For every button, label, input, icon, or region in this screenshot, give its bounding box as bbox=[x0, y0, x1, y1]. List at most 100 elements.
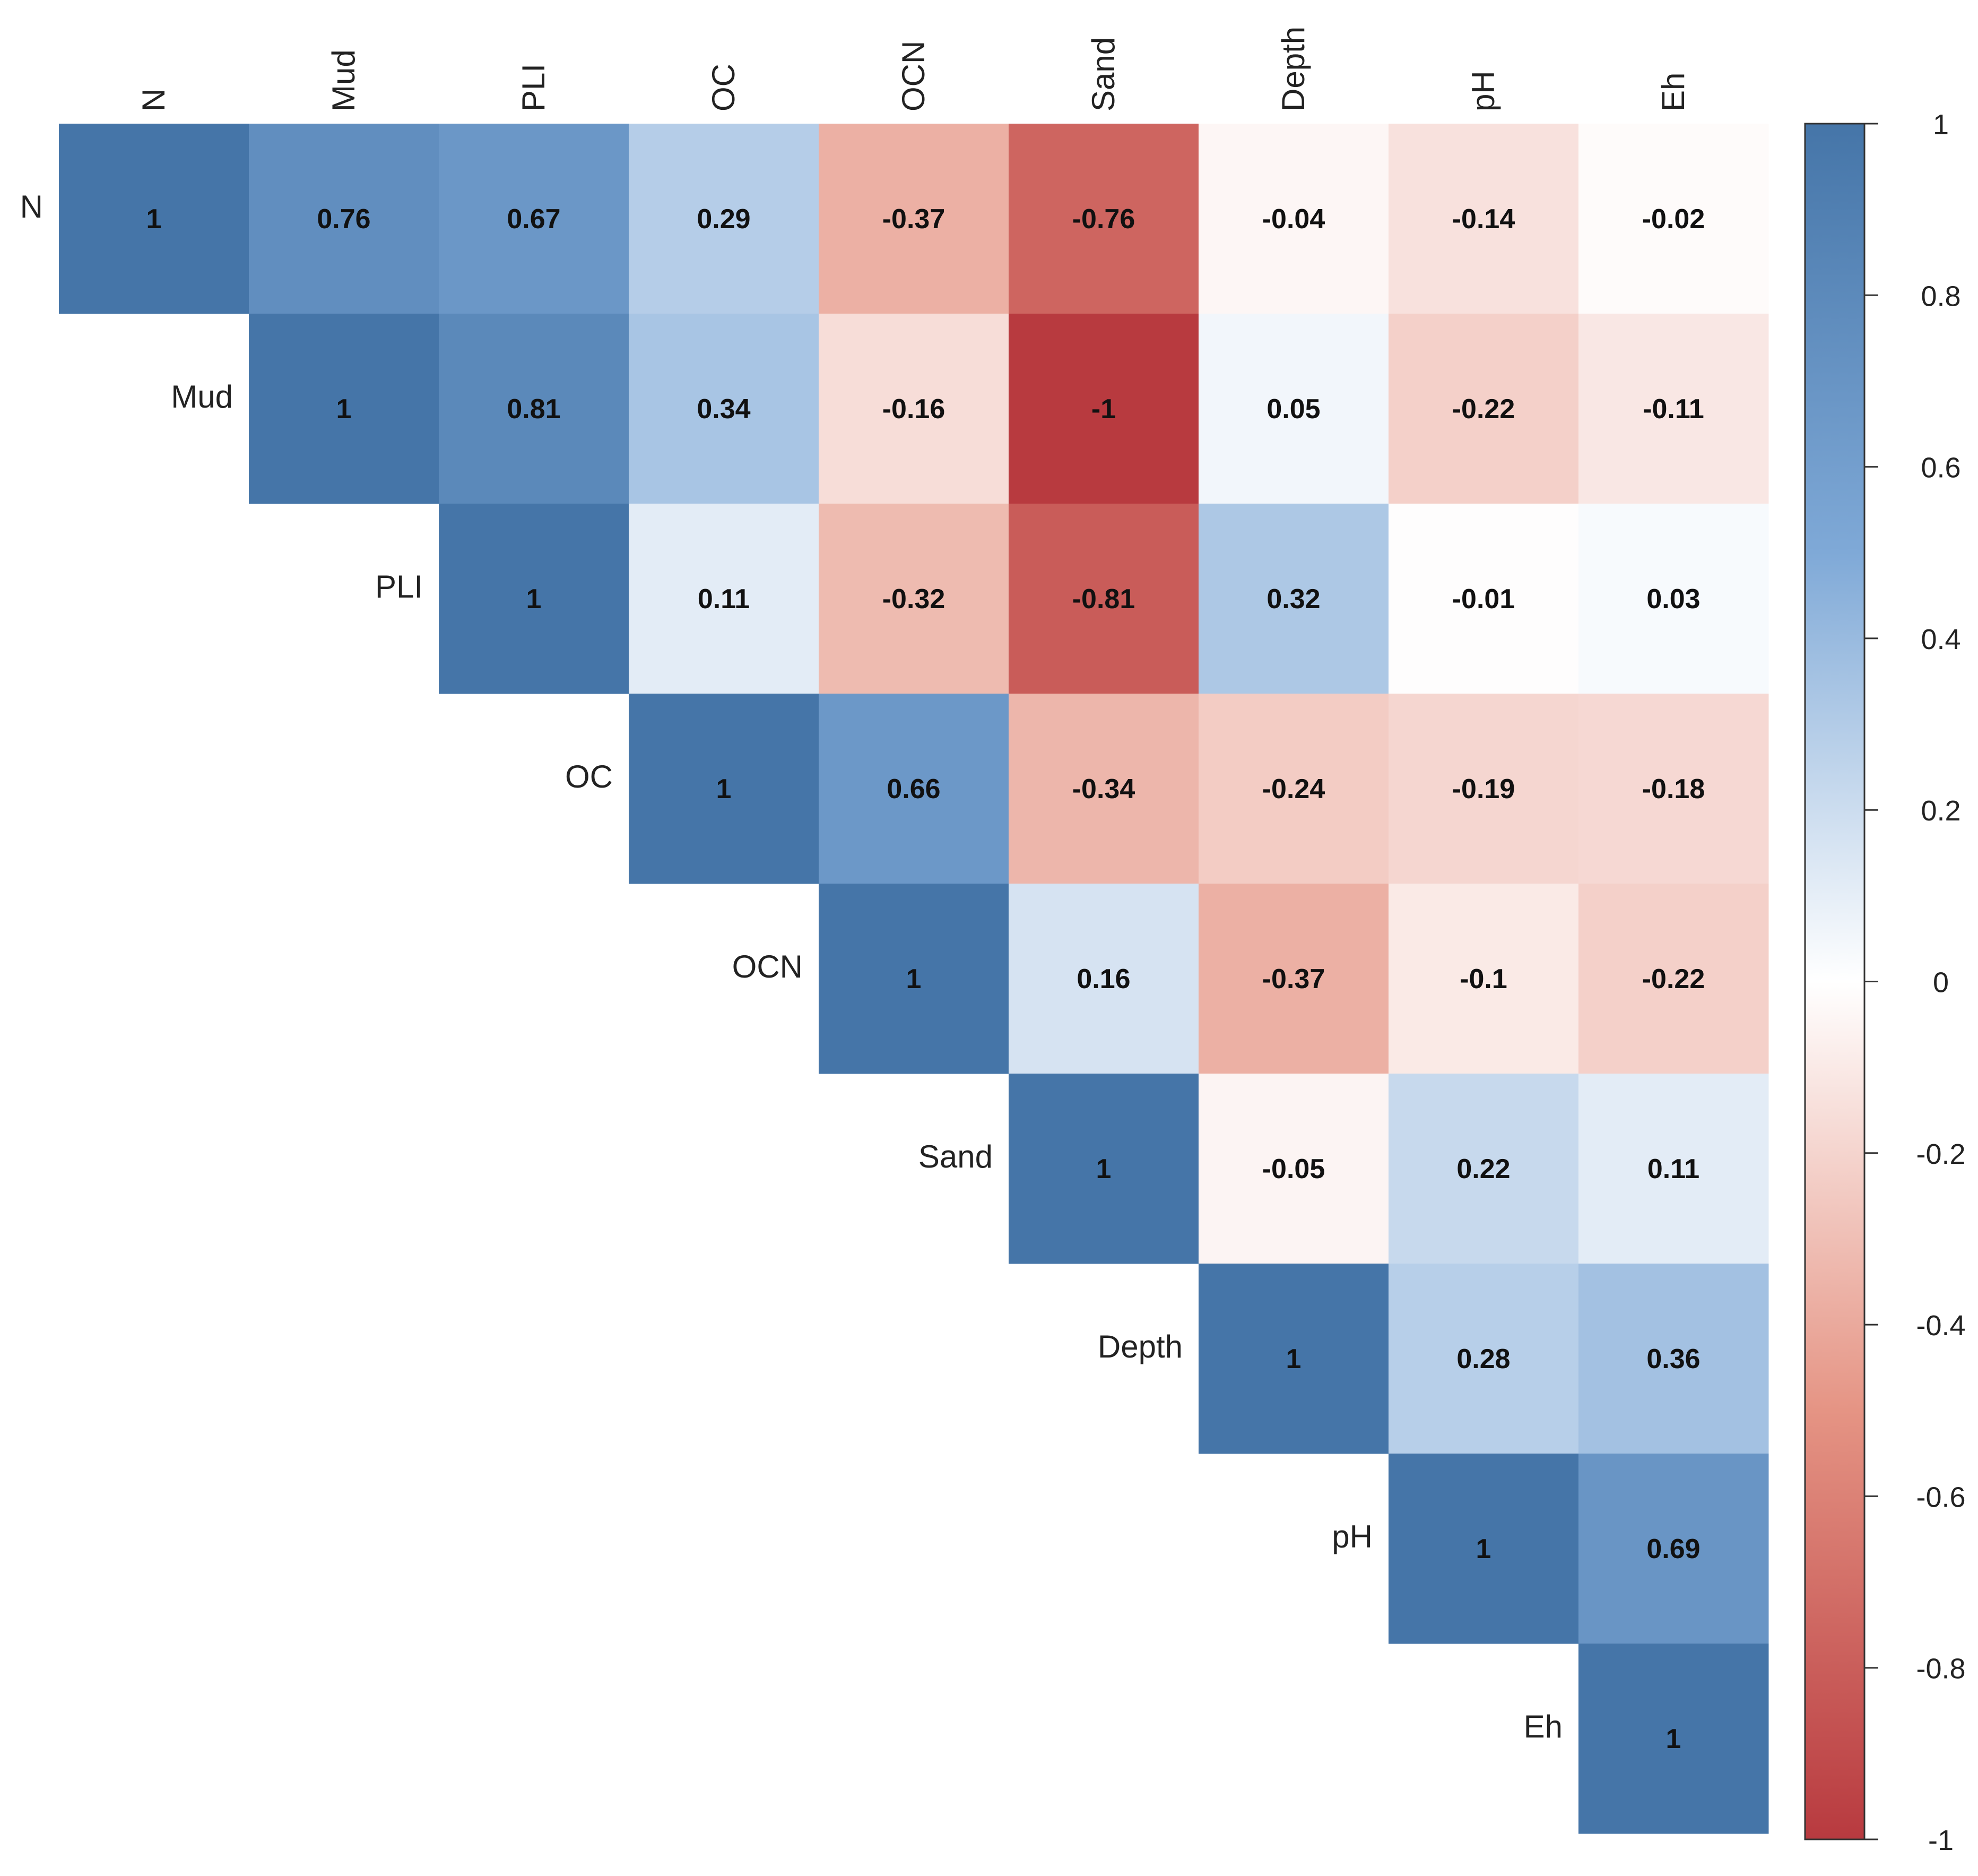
cell-value-label-OCN-pH: -0.1 bbox=[1460, 964, 1507, 995]
column-label-OC: OC bbox=[706, 64, 741, 111]
heatmap-cell-OCN-OCN bbox=[819, 884, 1009, 1074]
cell-value-label-OC-pH: -0.19 bbox=[1452, 774, 1515, 805]
column-label-Depth: Depth bbox=[1276, 27, 1311, 111]
heatmap-cell-Mud-Depth bbox=[1199, 314, 1389, 504]
column-label-Mud: Mud bbox=[326, 49, 361, 111]
heatmap-cell-Sand-Eh bbox=[1578, 1074, 1769, 1264]
heatmap-cell-N-OC bbox=[629, 124, 819, 314]
column-label-pH: pH bbox=[1465, 71, 1501, 111]
row-label-PLI: PLI bbox=[375, 569, 423, 604]
cell-value-label-Sand-pH: 0.22 bbox=[1456, 1154, 1510, 1185]
cell-value-label-PLI-OCN: -0.32 bbox=[882, 584, 945, 615]
cell-value-label-OCN-OCN: 1 bbox=[906, 964, 922, 995]
heatmap-cell-Mud-Mud bbox=[249, 314, 439, 504]
heatmap-cell-OCN-Sand bbox=[1009, 884, 1199, 1074]
colorbar-tick-label: 0.4 bbox=[1921, 624, 1960, 655]
heatmap-cell-PLI-OCN bbox=[819, 504, 1009, 694]
heatmap-cell-OC-Sand bbox=[1009, 694, 1199, 884]
cell-value-label-Sand-Depth: -0.05 bbox=[1262, 1154, 1325, 1185]
heatmap-cell-Mud-OC bbox=[629, 314, 819, 504]
row-label-N: N bbox=[20, 189, 43, 224]
heatmap-cell-N-Mud bbox=[249, 124, 439, 314]
cell-value-label-Mud-PLI: 0.81 bbox=[507, 394, 560, 425]
heatmap-cell-PLI-Depth bbox=[1199, 504, 1389, 694]
heatmap-cell-Sand-Sand bbox=[1009, 1074, 1199, 1264]
cell-value-label-Depth-pH: 0.28 bbox=[1456, 1344, 1510, 1374]
heatmap-cell-N-OCN bbox=[819, 124, 1009, 314]
cell-value-label-Depth-Depth: 1 bbox=[1286, 1344, 1302, 1374]
colorbar-tick-label: 0.2 bbox=[1921, 795, 1960, 827]
cell-value-label-OCN-Sand: 0.16 bbox=[1077, 964, 1130, 995]
row-label-OCN: OCN bbox=[732, 949, 803, 984]
cell-value-label-N-pH: -0.14 bbox=[1452, 204, 1515, 235]
cell-value-label-N-Depth: -0.04 bbox=[1262, 204, 1325, 235]
colorbar-tick-label: 0.8 bbox=[1921, 280, 1960, 312]
cell-value-label-N-Sand: -0.76 bbox=[1072, 204, 1135, 235]
heatmap-cell-PLI-PLI bbox=[439, 504, 629, 694]
heatmap-cell-N-N bbox=[59, 124, 249, 314]
colorbar-tick-label: -0.4 bbox=[1916, 1310, 1965, 1342]
cell-value-label-OC-Sand: -0.34 bbox=[1072, 774, 1135, 805]
cell-value-label-Mud-pH: -0.22 bbox=[1452, 394, 1515, 425]
heatmap-cell-Sand-Depth bbox=[1199, 1074, 1389, 1264]
heatmap-cell-OC-pH bbox=[1389, 694, 1579, 884]
cell-value-label-OCN-Eh: -0.22 bbox=[1642, 964, 1705, 995]
colorbar-tick-label: 0.6 bbox=[1921, 452, 1960, 484]
cell-value-label-PLI-Eh: 0.03 bbox=[1646, 584, 1700, 615]
heatmap-cell-Mud-Eh bbox=[1578, 314, 1769, 504]
cell-value-label-N-Eh: -0.02 bbox=[1642, 204, 1705, 235]
colorbar-tick-label: 0 bbox=[1933, 967, 1949, 999]
heatmap-cell-Mud-OCN bbox=[819, 314, 1009, 504]
cell-value-label-PLI-Depth: 0.32 bbox=[1266, 584, 1320, 615]
heatmap-cell-Depth-Eh bbox=[1578, 1264, 1769, 1454]
cell-value-label-N-N: 1 bbox=[146, 204, 162, 235]
heatmap-cell-N-PLI bbox=[439, 124, 629, 314]
heatmap-cell-PLI-Sand bbox=[1009, 504, 1199, 694]
heatmap-cell-OC-Depth bbox=[1199, 694, 1389, 884]
column-label-Eh: Eh bbox=[1655, 73, 1691, 111]
cell-value-label-OC-Depth: -0.24 bbox=[1262, 774, 1325, 805]
cell-value-label-Depth-Eh: 0.36 bbox=[1646, 1344, 1700, 1374]
heatmap-cells: 1 0.76 0.67 0.29 -0.37 -0.76 -0.04 -0.14 -0.02 1 0… bbox=[59, 124, 1769, 1834]
heatmap-cell-OC-OCN bbox=[819, 694, 1009, 884]
column-labels: N Mud PLI OC OCN Sand Depth pH Eh bbox=[136, 27, 1691, 111]
heatmap-cell-Eh-Eh bbox=[1578, 1644, 1769, 1834]
cell-value-label-N-PLI: 0.67 bbox=[507, 204, 560, 235]
heatmap-cell-Mud-PLI bbox=[439, 314, 629, 504]
heatmap-cell-Depth-Depth bbox=[1199, 1264, 1389, 1454]
cell-value-label-Eh-Eh: 1 bbox=[1666, 1724, 1681, 1754]
row-label-pH: pH bbox=[1332, 1519, 1373, 1554]
heatmap-cell-PLI-pH bbox=[1389, 504, 1579, 694]
row-label-Sand: Sand bbox=[918, 1139, 993, 1174]
row-label-Eh: Eh bbox=[1524, 1709, 1563, 1744]
row-labels: N Mud PLI OC OCN Sand Depth pH Eh bbox=[20, 189, 1563, 1744]
row-label-Depth: Depth bbox=[1098, 1329, 1183, 1364]
heatmap-cell-OCN-Eh bbox=[1578, 884, 1769, 1074]
cell-value-label-Mud-Sand: -1 bbox=[1091, 394, 1116, 425]
colorbar-tick-label: 1 bbox=[1933, 109, 1949, 141]
cell-value-label-Mud-Depth: 0.05 bbox=[1266, 394, 1320, 425]
column-label-PLI: PLI bbox=[516, 64, 551, 111]
cell-value-label-Sand-Eh: 0.11 bbox=[1647, 1154, 1699, 1185]
cell-value-label-PLI-PLI: 1 bbox=[526, 584, 542, 615]
heatmap-cell-OCN-Depth bbox=[1199, 884, 1389, 1074]
heatmap-cell-Mud-pH bbox=[1389, 314, 1579, 504]
cell-value-label-PLI-OC: 0.11 bbox=[698, 584, 750, 615]
row-label-OC: OC bbox=[565, 759, 613, 794]
heatmap-cell-OC-Eh bbox=[1578, 694, 1769, 884]
heatmap-cell-N-Sand bbox=[1009, 124, 1199, 314]
cell-value-label-OC-OC: 1 bbox=[716, 774, 732, 805]
heatmap-cell-Depth-pH bbox=[1389, 1264, 1579, 1454]
colorbar-gradient bbox=[1804, 123, 1866, 1840]
cell-value-label-PLI-Sand: -0.81 bbox=[1072, 584, 1135, 615]
heatmap-cell-Sand-pH bbox=[1389, 1074, 1579, 1264]
row-label-Mud: Mud bbox=[171, 379, 233, 414]
heatmap-cell-N-Depth bbox=[1199, 124, 1389, 314]
colorbar-tick-label: -0.8 bbox=[1916, 1653, 1965, 1685]
colorbar-tick-label: -1 bbox=[1928, 1825, 1954, 1856]
heatmap-cell-PLI-Eh bbox=[1578, 504, 1769, 694]
heatmap-cell-PLI-OC bbox=[629, 504, 819, 694]
cell-value-label-Mud-OCN: -0.16 bbox=[882, 394, 945, 425]
heatmap-cell-OC-OC bbox=[629, 694, 819, 884]
